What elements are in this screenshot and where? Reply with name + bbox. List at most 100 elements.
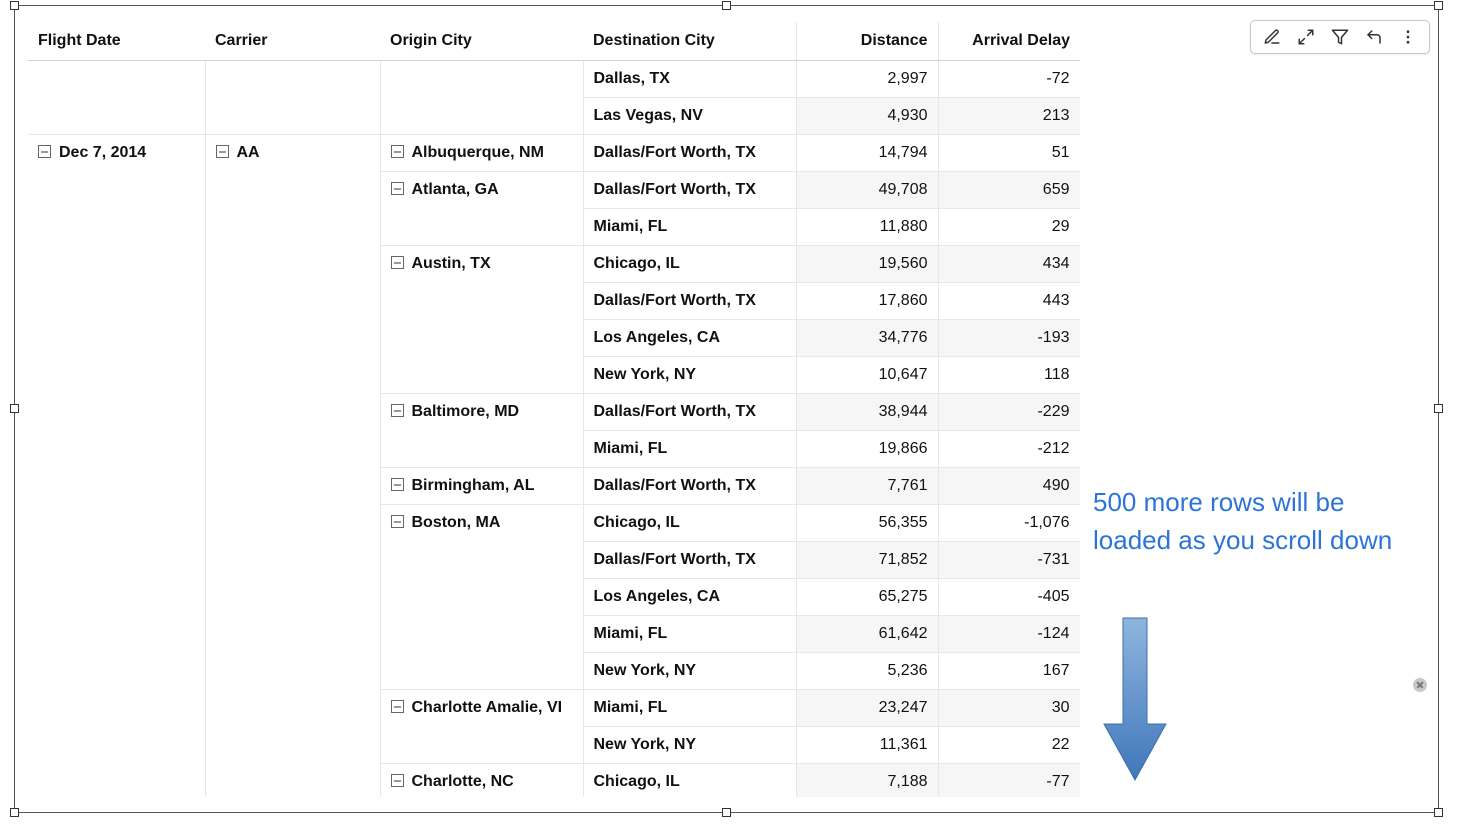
resize-handle-ml[interactable] [10,404,19,413]
cell-arrival-delay: -229 [938,394,1080,431]
cell-origin[interactable]: Atlanta, GA [380,172,583,246]
flight-date-label: Dec 7, 2014 [59,144,146,161]
col-header-delay[interactable]: Arrival Delay [938,22,1080,61]
annotation-arrow-icon [1100,614,1170,784]
table-row[interactable]: Dec 7, 2014 AA Albuquerque, NM Dallas/Fort … [28,135,1080,172]
origin-label: Albuquerque, NM [412,144,544,161]
carrier-label: AA [237,144,260,161]
resize-handle-br[interactable] [1434,808,1443,817]
visual-toolbar [1250,20,1430,54]
cell-distance: 10,647 [796,357,938,394]
collapse-icon[interactable] [391,774,404,787]
origin-label: Birmingham, AL [412,477,535,494]
resize-handle-tm[interactable] [722,1,731,10]
cell-arrival-delay: 30 [938,690,1080,727]
origin-label: Charlotte Amalie, VI [412,699,563,716]
origin-label: Baltimore, MD [412,403,520,420]
collapse-icon[interactable] [38,145,51,158]
cell-arrival-delay: 659 [938,172,1080,209]
cell-destination[interactable]: Chicago, IL [583,764,796,798]
window-close-icon[interactable] [1413,678,1427,692]
cell-arrival-delay: -212 [938,431,1080,468]
col-header-origin[interactable]: Origin City [380,22,583,61]
cell-distance: 71,852 [796,542,938,579]
resize-handle-tr[interactable] [1434,1,1443,10]
cell-destination[interactable]: Chicago, IL [583,505,796,542]
collapse-icon[interactable] [391,404,404,417]
cell-distance: 56,355 [796,505,938,542]
collapse-icon[interactable] [391,700,404,713]
cell-arrival-delay: -124 [938,616,1080,653]
origin-label: Austin, TX [412,255,491,272]
cell-carrier[interactable]: AA [205,135,380,798]
cell-origin[interactable]: Austin, TX [380,246,583,394]
cell-arrival-delay: -77 [938,764,1080,798]
cell-distance: 7,761 [796,468,938,505]
collapse-icon[interactable] [216,145,229,158]
cell-destination[interactable]: Dallas/Fort Worth, TX [583,468,796,505]
col-header-distance[interactable]: Distance [796,22,938,61]
cell-destination[interactable]: New York, NY [583,653,796,690]
cell-arrival-delay: -731 [938,542,1080,579]
cell-origin[interactable]: Boston, MA [380,505,583,690]
cell-destination[interactable]: New York, NY [583,727,796,764]
cell-destination[interactable]: Los Angeles, CA [583,320,796,357]
cell-destination[interactable]: Dallas/Fort Worth, TX [583,542,796,579]
cell-distance: 38,944 [796,394,938,431]
cell-destination[interactable]: Los Angeles, CA [583,579,796,616]
cell-destination[interactable]: Las Vegas, NV [583,98,796,135]
col-header-carrier[interactable]: Carrier [205,22,380,61]
cell-origin[interactable]: Charlotte Amalie, VI [380,690,583,764]
resize-handle-mr[interactable] [1434,404,1443,413]
cell-destination[interactable]: Miami, FL [583,616,796,653]
collapse-icon[interactable] [391,145,404,158]
cell-flight-date[interactable]: Dec 7, 2014 [28,135,205,798]
cell-distance: 19,866 [796,431,938,468]
cell-arrival-delay: -193 [938,320,1080,357]
resize-handle-bm[interactable] [722,808,731,817]
collapse-icon[interactable] [391,182,404,195]
cell-destination[interactable]: Chicago, IL [583,246,796,283]
cell-origin[interactable]: Charlotte, NC [380,764,583,798]
cell-destination[interactable]: Dallas, TX [583,61,796,98]
table-header-row: Flight Date Carrier Origin City Destinat… [28,22,1080,61]
cell-destination[interactable]: Dallas/Fort Worth, TX [583,283,796,320]
cell-destination[interactable]: New York, NY [583,357,796,394]
edit-icon[interactable] [1263,28,1281,46]
resize-handle-tl[interactable] [10,1,19,10]
cell-destination[interactable]: Miami, FL [583,690,796,727]
cell-origin[interactable]: Albuquerque, NM [380,135,583,172]
table-row[interactable]: Dallas, TX2,997-72 [28,61,1080,98]
cell-destination[interactable]: Dallas/Fort Worth, TX [583,394,796,431]
cell-carrier[interactable] [205,61,380,135]
cell-flight-date[interactable] [28,61,205,135]
collapse-icon[interactable] [391,515,404,528]
cell-distance: 11,361 [796,727,938,764]
annotation-text: 500 more rows will be loaded as you scro… [1093,484,1413,559]
col-header-flight-date[interactable]: Flight Date [28,22,205,61]
cell-distance: 17,860 [796,283,938,320]
cell-distance: 65,275 [796,579,938,616]
pivot-table[interactable]: Flight Date Carrier Origin City Destinat… [28,22,1080,797]
cell-destination[interactable]: Dallas/Fort Worth, TX [583,135,796,172]
cell-destination[interactable]: Miami, FL [583,209,796,246]
filter-icon[interactable] [1331,28,1349,46]
collapse-icon[interactable] [391,478,404,491]
cell-origin[interactable]: Birmingham, AL [380,468,583,505]
resize-handle-bl[interactable] [10,808,19,817]
cell-origin[interactable]: Baltimore, MD [380,394,583,468]
origin-label: Atlanta, GA [412,181,499,198]
cell-destination[interactable]: Dallas/Fort Worth, TX [583,172,796,209]
collapse-icon[interactable] [391,256,404,269]
cell-arrival-delay: 434 [938,246,1080,283]
cell-distance: 19,560 [796,246,938,283]
cell-destination[interactable]: Miami, FL [583,431,796,468]
col-header-destination[interactable]: Destination City [583,22,796,61]
maximize-icon[interactable] [1297,28,1315,46]
more-options-icon[interactable] [1399,28,1417,46]
cell-distance: 5,236 [796,653,938,690]
cell-distance: 7,188 [796,764,938,798]
undo-icon[interactable] [1365,28,1383,46]
cell-distance: 14,794 [796,135,938,172]
cell-origin[interactable] [380,61,583,135]
